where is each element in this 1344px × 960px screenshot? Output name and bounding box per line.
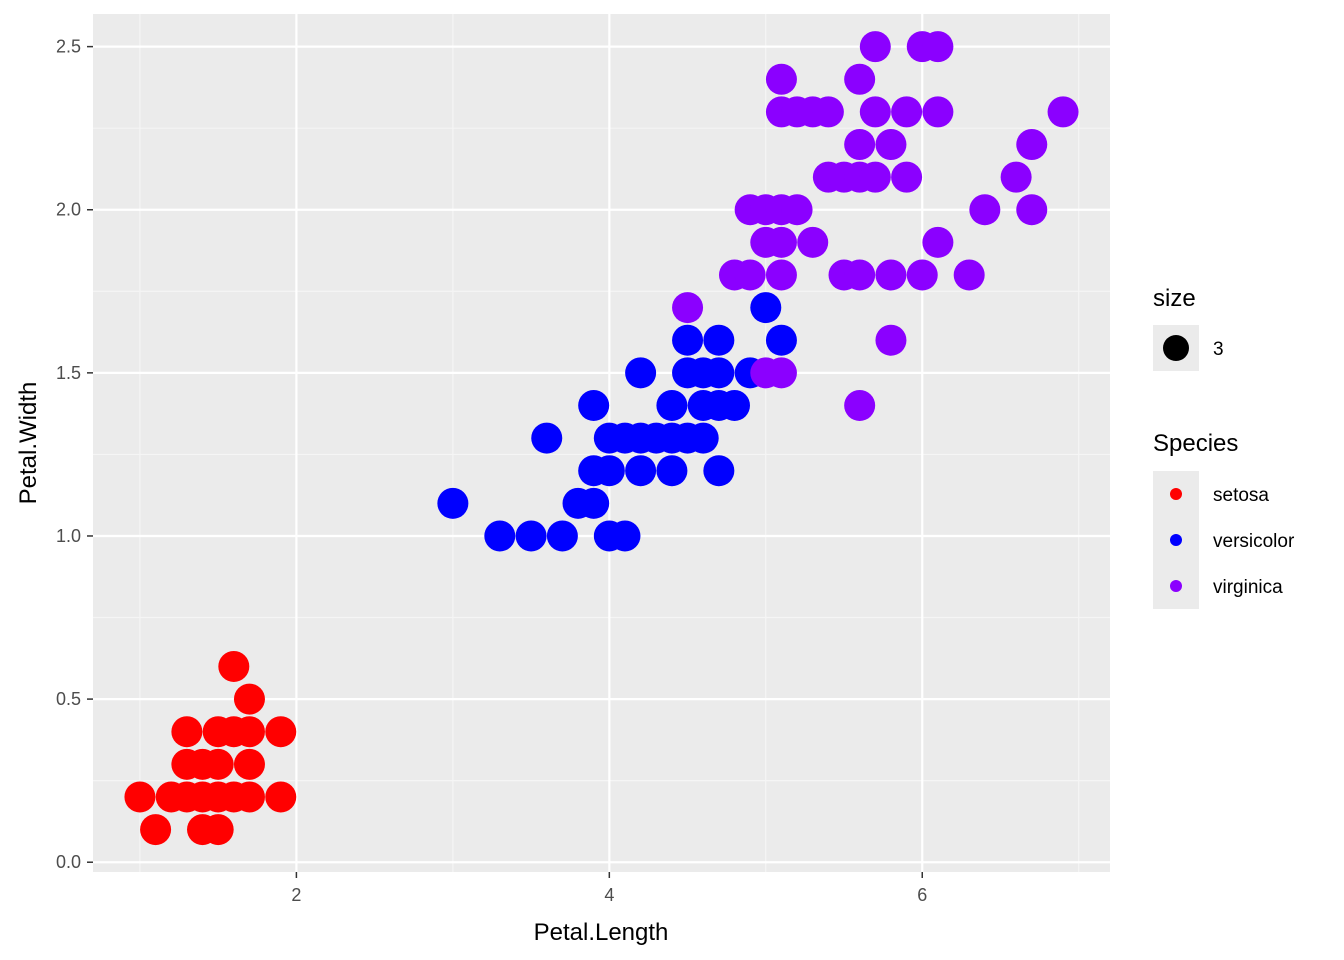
legend-label-setosa: setosa [1213, 485, 1269, 506]
x-tick-label: 2 [291, 885, 301, 905]
data-point-setosa [140, 814, 172, 846]
data-point-setosa [202, 814, 234, 846]
size-legend-symbol [1163, 335, 1189, 361]
data-point-virginica [875, 259, 907, 291]
minor-gridlines [93, 14, 1110, 872]
data-point-virginica [891, 161, 923, 193]
data-point-virginica [1016, 128, 1048, 160]
data-point-virginica [1000, 161, 1032, 193]
legend-symbol-versicolor [1170, 534, 1182, 546]
legend-label-virginica: virginica [1213, 577, 1283, 598]
data-points [124, 31, 1079, 846]
data-point-versicolor [656, 389, 688, 421]
data-point-setosa [233, 748, 265, 780]
data-point-virginica [1047, 96, 1079, 128]
data-point-versicolor [578, 389, 610, 421]
legend-label-versicolor: versicolor [1213, 531, 1295, 552]
legend-symbol-virginica [1170, 580, 1182, 592]
data-point-virginica [1016, 194, 1048, 226]
y-tick-label: 1.5 [56, 363, 81, 383]
data-point-virginica [859, 161, 891, 193]
data-point-versicolor [437, 487, 469, 519]
data-point-versicolor [656, 455, 688, 487]
data-point-versicolor [703, 324, 735, 356]
data-point-versicolor [578, 487, 610, 519]
data-point-versicolor [718, 389, 750, 421]
data-point-virginica [765, 357, 797, 389]
data-point-virginica [922, 226, 954, 258]
y-axis-title: Petal.Width [15, 382, 42, 505]
data-point-setosa [265, 716, 297, 748]
data-point-virginica [922, 96, 954, 128]
data-point-virginica [906, 259, 938, 291]
data-point-virginica [969, 194, 1001, 226]
size-legend-label: 3 [1213, 339, 1224, 360]
data-point-virginica [859, 96, 891, 128]
data-point-virginica [844, 389, 876, 421]
data-point-virginica [797, 226, 829, 258]
data-point-virginica [953, 259, 985, 291]
data-point-setosa [233, 781, 265, 813]
data-point-virginica [734, 259, 766, 291]
data-point-virginica [812, 96, 844, 128]
series-versicolor [437, 292, 797, 552]
x-tick-label: 6 [917, 885, 927, 905]
data-point-virginica [922, 31, 954, 63]
data-point-versicolor [703, 357, 735, 389]
data-point-virginica [844, 259, 876, 291]
data-point-versicolor [531, 422, 563, 454]
data-point-setosa [233, 683, 265, 715]
data-point-setosa [218, 650, 250, 682]
data-point-virginica [765, 259, 797, 291]
data-point-virginica [859, 31, 891, 63]
y-tick-label: 1.0 [56, 526, 81, 546]
data-point-virginica [844, 63, 876, 95]
legend-symbol-setosa [1170, 488, 1182, 500]
data-point-versicolor [703, 455, 735, 487]
data-point-virginica [781, 194, 813, 226]
data-point-virginica [765, 226, 797, 258]
data-point-versicolor [765, 324, 797, 356]
data-point-virginica [672, 292, 704, 324]
species-legend-title: Species [1153, 430, 1238, 457]
x-axis-title: Petal.Length [534, 919, 669, 946]
data-point-setosa [233, 716, 265, 748]
species-legend: Species setosa versicolor virginica [1153, 430, 1295, 609]
size-legend-title: size [1153, 285, 1196, 312]
y-tick-label: 0.5 [56, 689, 81, 709]
data-point-virginica [875, 324, 907, 356]
data-point-versicolor [593, 455, 625, 487]
data-point-versicolor [546, 520, 578, 552]
data-point-versicolor [687, 422, 719, 454]
y-axis-ticks: 0.0 0.5 1.0 1.5 2.0 2.5 [56, 37, 93, 872]
data-point-versicolor [625, 357, 657, 389]
data-point-virginica [765, 63, 797, 95]
data-point-versicolor [609, 520, 641, 552]
series-virginica [672, 31, 1079, 421]
data-point-setosa [265, 781, 297, 813]
data-point-versicolor [625, 455, 657, 487]
data-point-versicolor [515, 520, 547, 552]
y-tick-label: 2.0 [56, 200, 81, 220]
data-point-versicolor [750, 292, 782, 324]
data-point-virginica [891, 96, 923, 128]
data-point-versicolor [484, 520, 516, 552]
y-tick-label: 2.5 [56, 37, 81, 57]
y-tick-label: 0.0 [56, 852, 81, 872]
data-point-virginica [875, 128, 907, 160]
x-tick-label: 4 [604, 885, 614, 905]
size-legend: size 3 [1153, 285, 1224, 371]
x-axis-ticks: 2 4 6 [291, 872, 927, 905]
series-setosa [124, 650, 297, 846]
data-point-setosa [171, 716, 203, 748]
data-point-virginica [844, 128, 876, 160]
data-point-setosa [124, 781, 156, 813]
data-point-setosa [202, 748, 234, 780]
data-point-versicolor [672, 324, 704, 356]
